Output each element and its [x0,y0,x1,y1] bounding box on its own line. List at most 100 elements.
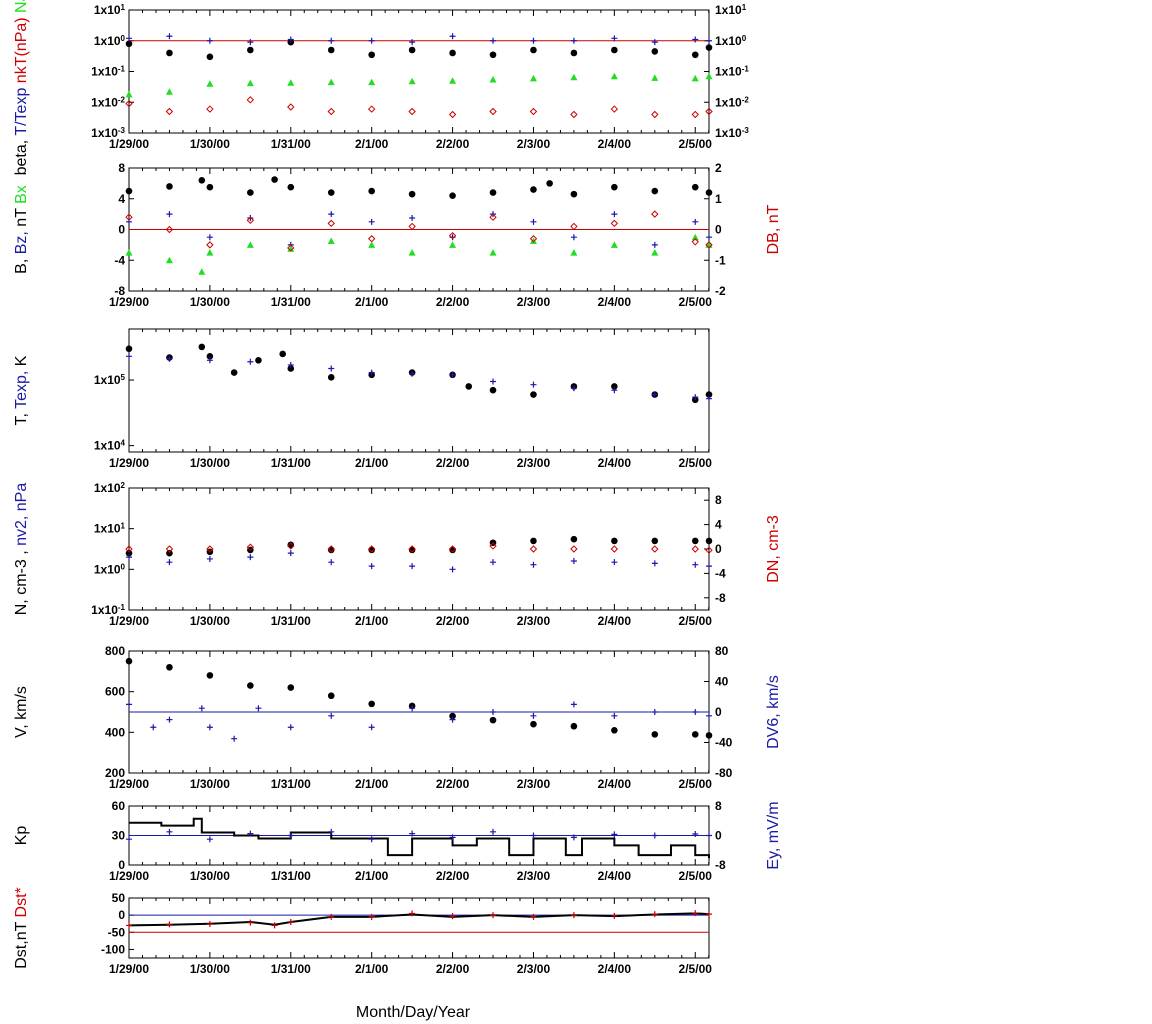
y-tick-label: -4 [114,253,125,267]
x-tick-label: 1/29/00 [109,614,149,628]
data-point [705,107,713,116]
data-point [691,183,699,191]
data-point [651,187,659,195]
data-point [691,110,699,119]
y-tick-label: 30 [112,829,126,843]
data-point [328,828,335,835]
data-point [125,249,133,256]
y-axis-label: T, Texp, K [13,355,30,425]
data-point [691,238,699,246]
x-tick-label: 1/29/00 [109,456,149,470]
data-point [692,561,699,568]
data-point [409,830,416,837]
y-tick-label: 1x101 [94,521,126,536]
data-point [409,39,416,46]
data-point [408,46,416,54]
data-point [287,919,294,925]
data-point [126,35,132,42]
data-point [449,371,456,378]
data-point [206,353,214,360]
y-tick-label: 1x10-2 [91,95,125,110]
x-tick-label: 2/3/00 [517,614,551,628]
data-point [530,186,537,193]
data-point [126,922,132,929]
data-point [489,716,497,724]
y-tick-label: 60 [112,799,126,813]
data-point [692,218,699,225]
data-point [705,241,713,249]
data-point [125,545,133,553]
data-point [489,51,497,59]
data-point [691,51,699,59]
data-point [611,712,618,719]
data-point [328,211,335,218]
data-point [448,110,457,119]
data-point [166,183,173,190]
data-point [705,546,713,554]
data-point [691,233,699,241]
y-axis-label: Dst,nT Dst* [13,887,30,969]
data-point [125,549,133,557]
data-point [368,241,376,248]
data-point [530,537,537,545]
series-v [125,657,713,739]
x-tick-label: 2/2/00 [436,295,470,309]
data-point [328,913,335,920]
data-point [610,72,618,80]
x-tick-label: 2/5/00 [679,295,713,309]
y2-tick-label: -8 [715,591,726,605]
data-point [287,724,294,731]
x-tick-label: 2/5/00 [679,456,713,470]
data-point [651,249,659,256]
data-point [610,545,619,553]
data-point [125,99,133,108]
data-point [610,105,619,113]
data-point [611,46,618,54]
series-n [125,535,713,557]
x-tick-label: 2/5/00 [679,869,713,883]
data-point [125,90,133,98]
series-dst- [126,910,712,929]
data-point [570,834,577,841]
data-point [489,189,497,196]
data-point [271,176,278,183]
x-tick-label: 2/1/00 [355,962,389,976]
data-point [206,105,214,113]
y2-tick-label: -80 [715,766,733,780]
data-point [247,919,254,926]
data-point [489,542,497,550]
x-tick-label: 2/1/00 [355,869,389,883]
data-point [368,913,375,920]
x-tick-label: 2/2/00 [436,962,470,976]
y-tick-label: 1x100 [94,33,126,48]
data-point [368,563,375,570]
x-tick-label: 2/2/00 [436,614,470,628]
x-tick-label: 2/1/00 [355,456,389,470]
y2-axis-label: DB, nT [765,204,782,254]
x-tick-label: 1/31/00 [271,137,311,151]
y-tick-label: 0 [118,858,125,872]
data-point [465,383,473,390]
y-tick-label: 1x102 [94,481,126,496]
y2-tick-label: -8 [715,858,726,872]
data-point [368,218,375,225]
data-point [546,180,553,187]
y-axis-label: Kp [13,826,30,846]
data-point [529,74,537,82]
panel-velocity: 1/29/00 1/30/00 1/31/00 2/1/00 2/2/00 2/3/00 2… [13,644,782,791]
x-axis-title: Month/Day/Year [356,1004,471,1021]
data-point [529,237,537,245]
data-point [448,231,457,240]
y2-tick-label: -4 [715,566,726,580]
x-tick-label: 2/1/00 [355,777,389,791]
data-point [611,383,618,390]
x-tick-label: 1/29/00 [109,295,149,309]
y2-tick-label: 1 [715,192,722,206]
data-point [327,46,335,54]
y-tick-label: 0 [118,908,125,922]
data-point [327,107,335,116]
data-point [287,183,295,191]
y-tick-label: -100 [101,942,125,956]
series-bx [125,233,713,275]
